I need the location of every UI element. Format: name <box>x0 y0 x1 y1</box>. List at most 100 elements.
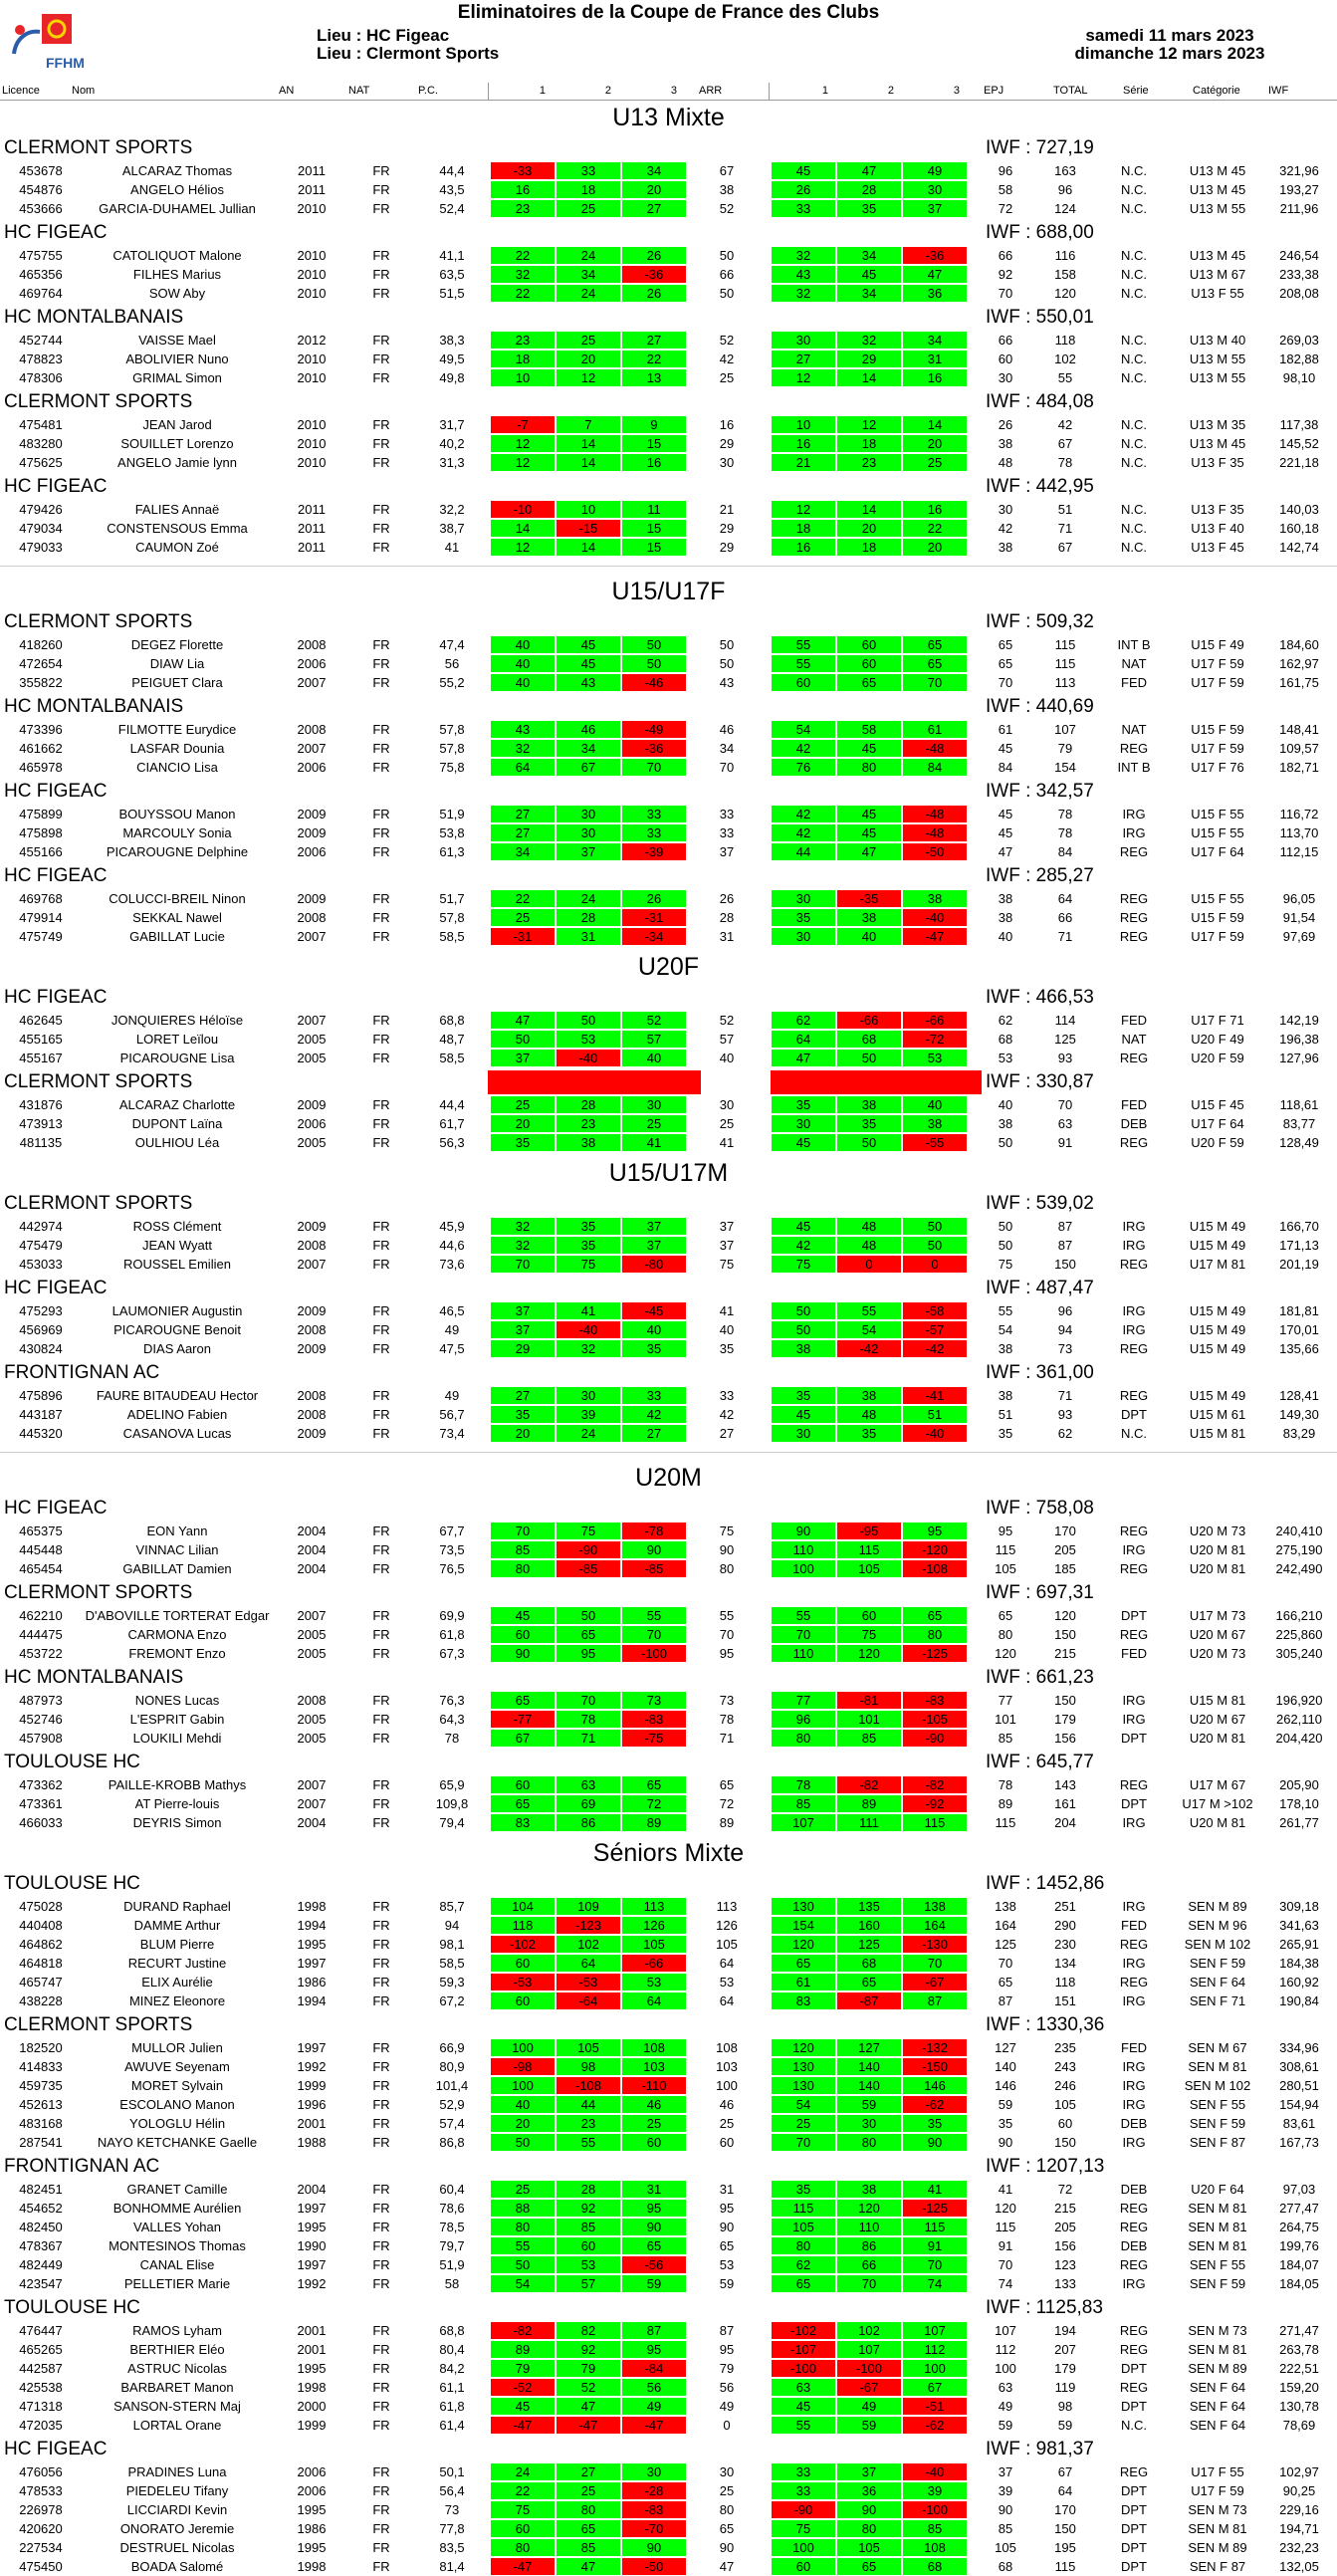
cell-categorie: SEN M 73 <box>1188 2502 1247 2517</box>
cell-iwf: 199,76 <box>1279 2238 1319 2253</box>
cell-pc: 109,8 <box>435 1796 469 1811</box>
cell-epj-3: -40 <box>902 2462 968 2481</box>
cell-pc: 73,6 <box>439 1257 465 1272</box>
cell-serie: NAT <box>1121 656 1147 671</box>
cell-arr-3: -84 <box>621 2359 687 2378</box>
cell-an: 2008 <box>297 722 327 737</box>
cell-arr: 46 <box>719 722 735 737</box>
cell-an: 2008 <box>297 1238 327 1253</box>
athlete-row: 182520 MULLOR Julien 1997 FR 66,9 100 105 108 10… <box>0 2038 1337 2057</box>
cell-categorie: SEN M 89 <box>1188 2540 1247 2555</box>
cell-nat: FR <box>372 675 390 690</box>
cell-arr-3: 31 <box>621 2180 687 2199</box>
cell-total: 79 <box>1057 741 1073 756</box>
cell-serie: REG <box>1119 1523 1149 1538</box>
cell-total: 125 <box>1054 1032 1076 1047</box>
athlete-row: 455165 LORET Leïlou 2005 FR 48,7 50 53 57 57 64 68… <box>0 1030 1337 1049</box>
cell-pc: 68,8 <box>439 2323 465 2338</box>
cell-licence: 464862 <box>19 1937 63 1952</box>
cell-pc: 40,2 <box>439 436 465 451</box>
col-header-iwf: IWF <box>1268 85 1289 97</box>
cell-nat: FR <box>372 1608 390 1623</box>
cell-categorie: SEN M 81 <box>1188 2521 1247 2536</box>
cell-serie: DPT <box>1121 2361 1147 2376</box>
cell-epj-3: 51 <box>902 1405 968 1424</box>
cell-arr-1: 20 <box>490 1424 556 1443</box>
cell-pc: 76,3 <box>439 1693 465 1708</box>
cell-serie: N.C. <box>1121 267 1147 282</box>
cell-epj: 146 <box>995 2078 1016 2093</box>
cell-total: 96 <box>1057 1303 1073 1318</box>
cell-categorie: U20 M 81 <box>1189 1731 1246 1746</box>
cell-arr-3: 95 <box>621 2340 687 2359</box>
cell-an: 2007 <box>297 1257 327 1272</box>
athlete-row: 452744 VAISSE Mael 2012 FR 38,3 23 25 27 52 30 32 3… <box>0 331 1337 350</box>
cell-arr-1: 100 <box>490 2076 556 2095</box>
club-name: CLERMONT SPORTS <box>4 611 193 632</box>
cell-iwf: 178,10 <box>1279 1796 1319 1811</box>
cell-total: 195 <box>1054 2540 1076 2555</box>
cell-pc: 84,2 <box>439 2361 465 2376</box>
cell-arr: 90 <box>719 1542 735 1557</box>
col-header-epj-2: 2 <box>887 85 894 97</box>
cell-epj-1: 105 <box>771 2218 836 2236</box>
cell-nat: FR <box>372 1993 390 2008</box>
cell-iwf: 127,96 <box>1279 1051 1319 1065</box>
cell-arr: 38 <box>719 182 735 197</box>
cell-arr-1: 85 <box>490 1540 556 1559</box>
cell-arr-1: 32 <box>490 739 556 758</box>
cell-arr: 41 <box>719 1135 735 1150</box>
cell-arr: 21 <box>719 502 735 517</box>
cell-nom: FREMONT Enzo <box>128 1646 226 1661</box>
cell-nat: FR <box>372 1899 390 1914</box>
athlete-row: 454876 ANGELO Hélios 2011 FR 43,5 16 18 20 38 26 2… <box>0 180 1337 199</box>
cell-pc: 80,4 <box>439 2342 465 2357</box>
cell-arr-1: 60 <box>490 1991 556 2010</box>
cell-categorie: U13 M 55 <box>1189 351 1246 366</box>
cell-epj-2: -95 <box>836 1522 902 1540</box>
cell-arr-1: 34 <box>490 842 556 861</box>
cell-arr: 65 <box>719 2238 735 2253</box>
cell-pc: 38,7 <box>439 521 465 536</box>
cell-licence: 455165 <box>19 1032 63 1047</box>
cell-serie: DPT <box>1121 1407 1147 1422</box>
cell-arr-2: 14 <box>556 453 621 472</box>
cell-nat: FR <box>372 2238 390 2253</box>
cell-arr: 30 <box>719 1097 735 1112</box>
cell-arr: 78 <box>719 1712 735 1727</box>
cell-arr: 29 <box>719 540 735 555</box>
cell-licence: 475028 <box>19 1899 63 1914</box>
cell-total: 93 <box>1057 1407 1073 1422</box>
cell-epj-1: 115 <box>771 2199 836 2218</box>
cell-arr: 25 <box>719 2116 735 2131</box>
cell-epj-2: 32 <box>836 331 902 350</box>
cell-total: 115 <box>1054 637 1076 652</box>
cell-serie: IRG <box>1122 1322 1146 1337</box>
club-name: HC FIGEAC <box>4 1498 108 1519</box>
cell-epj: 85 <box>998 1731 1013 1746</box>
cell-total: 251 <box>1054 1899 1076 1914</box>
cell-licence: 465265 <box>19 2342 63 2357</box>
cell-categorie: U13 F 55 <box>1191 286 1244 301</box>
cell-nat: FR <box>372 1341 390 1356</box>
cell-serie: N.C. <box>1121 502 1147 517</box>
cell-nom: ROSS Clément <box>132 1219 222 1234</box>
cell-pc: 49 <box>444 1322 460 1337</box>
cell-arr-3: -34 <box>621 927 687 946</box>
cell-pc: 57,4 <box>439 2116 465 2131</box>
cell-epj-3: -62 <box>902 2416 968 2435</box>
cell-an: 2010 <box>297 201 327 216</box>
cell-arr-1: 37 <box>490 1301 556 1320</box>
cell-nom: BONHOMME Aurélien <box>112 2201 242 2216</box>
cell-epj: 65 <box>998 637 1013 652</box>
cell-total: 133 <box>1054 2276 1076 2291</box>
athlete-row: 452746 L'ESPRIT Gabin 2005 FR 64,3 -77 78 -83 78… <box>0 1710 1337 1729</box>
club-iwf-total: IWF : 550,01 <box>986 307 1094 328</box>
cell-serie: IRG <box>1122 825 1146 840</box>
cell-categorie: U17 F 59 <box>1191 741 1244 756</box>
cell-nom: DEGEZ Florette <box>130 637 224 652</box>
empty-attempt-bar <box>771 1070 982 1094</box>
cell-epj: 39 <box>998 2483 1013 2498</box>
athlete-row: 462210 D'ABOVILLE TORTERAT Edgar 2007 FR 69,… <box>0 1606 1337 1625</box>
cell-pc: 67,3 <box>439 1646 465 1661</box>
